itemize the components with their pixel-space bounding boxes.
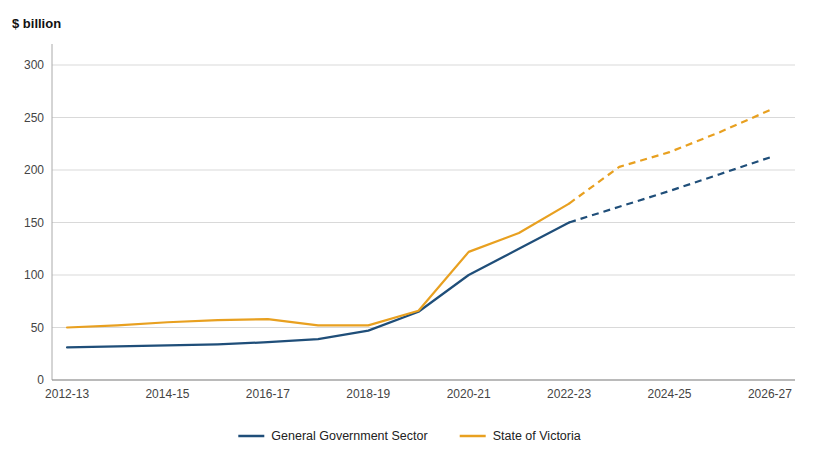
- y-axis-label: $ billion: [12, 16, 61, 31]
- x-tick-label: 2016-17: [246, 387, 290, 401]
- series-line: [569, 110, 770, 203]
- grid-line: [52, 327, 795, 328]
- grid: [52, 65, 795, 380]
- legend-item: State of Victoria: [460, 429, 581, 443]
- y-tick-label: 200: [24, 163, 44, 177]
- grid-line: [52, 170, 795, 171]
- legend-item: General Government Sector: [238, 429, 427, 443]
- series-line: [569, 157, 770, 222]
- y-axis-line: [52, 44, 53, 380]
- legend: General Government Sector State of Victor…: [238, 429, 580, 443]
- grid-line: [52, 65, 795, 66]
- y-tick-label: 50: [31, 321, 45, 335]
- x-tick-label: 2024-25: [647, 387, 691, 401]
- grid-line: [52, 275, 795, 276]
- x-tick-label: 2018-19: [346, 387, 390, 401]
- legend-label: State of Victoria: [493, 429, 581, 443]
- y-tick-label: 100: [24, 268, 44, 282]
- x-tick-label: 2014-15: [145, 387, 189, 401]
- legend-swatch: [460, 435, 486, 438]
- grid-line: [52, 222, 795, 223]
- grid-line: [52, 117, 795, 118]
- y-tick-label: 300: [24, 58, 44, 72]
- x-tick-label: 2020-21: [447, 387, 491, 401]
- x-tick-label: 2026-27: [748, 387, 792, 401]
- legend-label: General Government Sector: [271, 429, 427, 443]
- y-tick-label: 250: [24, 111, 44, 125]
- x-tick-label: 2022-23: [547, 387, 591, 401]
- lines: [67, 110, 770, 347]
- legend-swatch: [238, 435, 264, 438]
- series-line: [67, 223, 569, 348]
- y-tick-label: 150: [24, 216, 44, 230]
- grid-line: [52, 380, 795, 381]
- series-line: [67, 204, 569, 328]
- y-tick-label: 0: [37, 373, 44, 387]
- chart: 0 50 100 150 200 250 300 2012-13 2014-15 2016-17 2…: [0, 0, 819, 458]
- x-axis-line: [52, 380, 795, 381]
- x-tick-label: 2012-13: [45, 387, 89, 401]
